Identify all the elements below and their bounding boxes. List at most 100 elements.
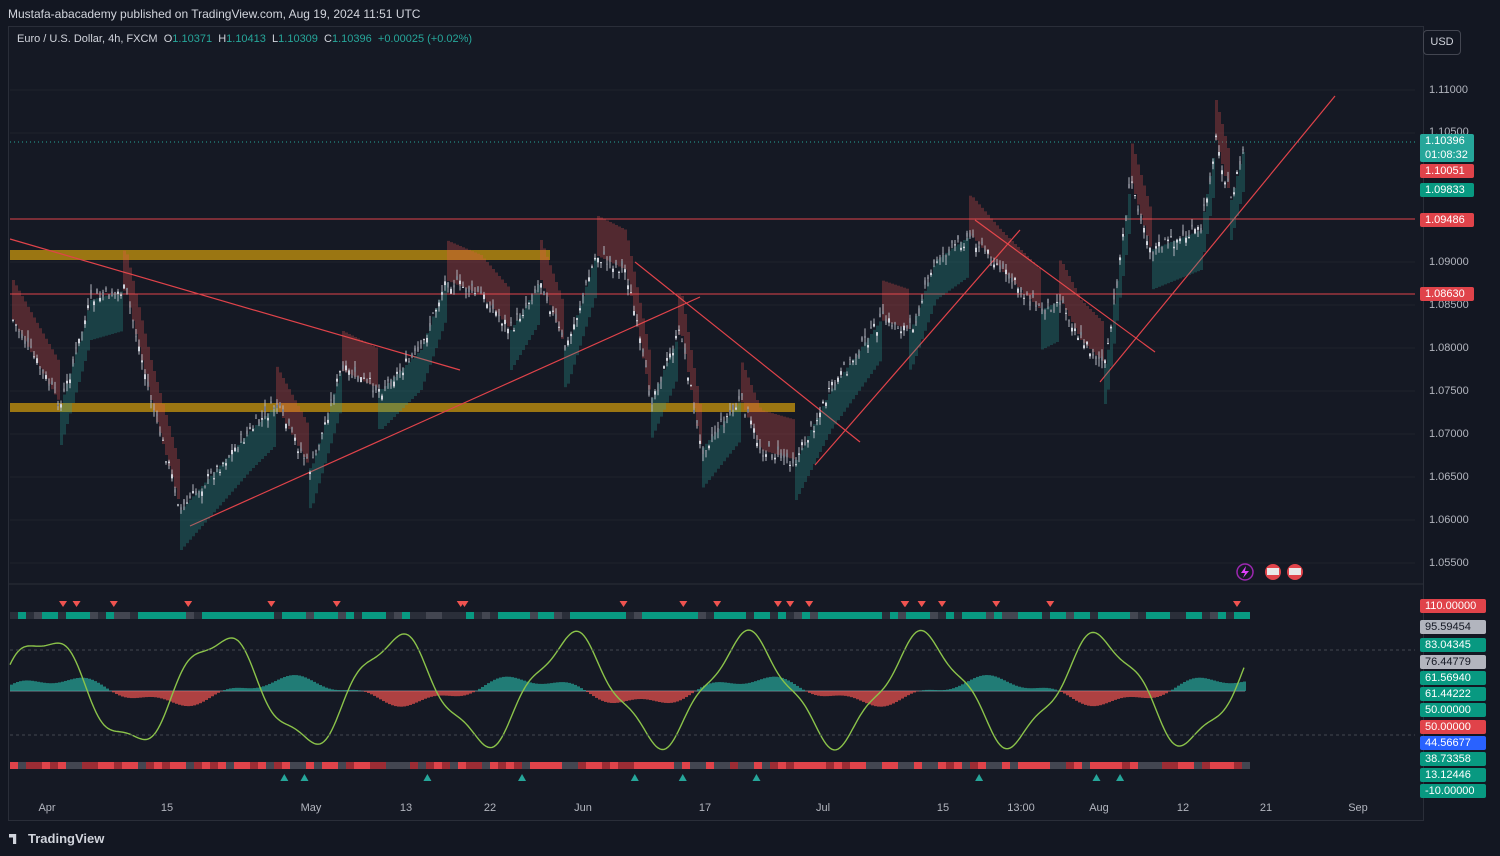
candle-body — [687, 377, 689, 381]
price-tick: 1.11000 — [1429, 84, 1468, 96]
price-tick: 1.08000 — [1429, 342, 1469, 354]
candle-body — [1119, 257, 1121, 261]
trend-ribbon-segment — [993, 221, 996, 262]
momentum-histogram-bar — [409, 691, 412, 705]
signal-strip-cell — [1130, 762, 1138, 769]
trend-ribbon-segment — [720, 425, 723, 465]
trend-ribbon-segment — [276, 366, 279, 407]
trend-ribbon-segment — [1008, 238, 1011, 278]
candle-body — [198, 492, 200, 494]
momentum-histogram-bar — [286, 676, 289, 691]
momentum-histogram-bar — [688, 691, 691, 696]
trend-ribbon-segment — [171, 437, 174, 477]
momentum-histogram-bar — [877, 691, 880, 707]
momentum-histogram-bar — [1042, 687, 1045, 691]
candle-body — [1080, 332, 1082, 336]
signal-strip-cell — [410, 762, 418, 769]
candle-body — [1056, 301, 1058, 303]
signal-strip-cell — [58, 612, 66, 619]
candle-body — [1164, 239, 1166, 241]
candle-body — [780, 453, 782, 459]
symbol-name[interactable]: Euro / U.S. Dollar, 4h, FXCM — [17, 33, 158, 45]
trend-ribbon-segment — [1152, 249, 1155, 290]
trend-ribbon-segment — [546, 256, 549, 297]
trend-ribbon-segment — [705, 443, 708, 484]
trend-line — [1099, 95, 1336, 383]
currency-button[interactable]: USD — [1423, 30, 1461, 55]
trend-ribbon-segment — [669, 355, 672, 396]
time-tick: 13 — [399, 802, 413, 814]
momentum-histogram-bar — [1132, 691, 1135, 698]
trend-ribbon-segment — [1236, 176, 1239, 216]
signal-strip-cell — [954, 762, 962, 769]
candle-body — [72, 359, 74, 364]
trend-ribbon-segment — [897, 285, 900, 326]
trend-ribbon-segment — [279, 372, 282, 413]
signal-strip-cell — [434, 762, 442, 769]
candle-body — [798, 453, 800, 455]
candle-body — [888, 318, 890, 323]
candle-body — [372, 390, 374, 393]
trend-ribbon-segment — [147, 346, 150, 387]
momentum-histogram-bar — [1177, 685, 1180, 691]
signal-strip-cell — [602, 762, 610, 769]
candle-body — [528, 302, 530, 304]
trend-ribbon-segment — [747, 377, 750, 418]
trend-ribbon-segment — [807, 436, 810, 476]
time-tick: Sep — [1348, 802, 1368, 814]
candle-body — [474, 293, 476, 295]
trend-ribbon-segment — [180, 510, 183, 550]
oscillator-line — [9, 629, 1245, 751]
trend-ribbon-segment — [1191, 233, 1194, 274]
signal-strip-cell — [610, 762, 618, 769]
candle-body — [1005, 269, 1007, 274]
candle-body — [333, 397, 335, 399]
candle-body — [549, 311, 551, 315]
candle-body — [306, 457, 308, 459]
momentum-histogram-bar — [829, 691, 832, 696]
momentum-histogram-bar — [217, 691, 220, 693]
signal-strip-cell — [898, 762, 906, 769]
trend-ribbon-segment — [87, 310, 90, 351]
trend-ribbon-segment — [132, 280, 135, 321]
momentum-histogram-bar — [148, 691, 151, 697]
trend-ribbon-segment — [1200, 230, 1203, 270]
signal-strip-cell — [986, 762, 994, 769]
candle-body — [360, 377, 362, 383]
trend-ribbon-segment — [63, 394, 66, 435]
candle-body — [858, 353, 860, 358]
momentum-histogram-bar — [943, 689, 946, 691]
candle-body — [1089, 353, 1091, 357]
momentum-histogram-bar — [292, 675, 295, 691]
trend-ribbon-segment — [459, 246, 462, 286]
candle-body — [660, 376, 662, 382]
down-arrow-marker — [786, 601, 795, 607]
trend-ribbon-segment — [69, 373, 72, 414]
trend-ribbon-segment — [561, 298, 564, 339]
candle-body — [534, 289, 536, 292]
tradingview-logo[interactable]: TradingView — [9, 831, 104, 846]
trend-ribbon-segment — [846, 367, 849, 408]
momentum-histogram-bar — [1138, 691, 1141, 698]
signal-strip-cell — [970, 762, 978, 769]
momentum-histogram-bar — [724, 682, 727, 691]
signal-strip-cell — [1178, 762, 1186, 769]
momentum-histogram-bar — [403, 691, 406, 707]
trend-ribbon-segment — [759, 407, 762, 448]
signal-strip-cell — [1050, 762, 1058, 769]
trend-ribbon-segment — [120, 291, 123, 332]
trend-ribbon-segment — [801, 448, 804, 488]
trend-ribbon-segment — [615, 225, 618, 265]
trend-ribbon-segment — [621, 228, 624, 268]
trend-ribbon-segment — [924, 290, 927, 331]
candle-body — [819, 412, 821, 418]
momentum-histogram-bar — [232, 688, 235, 691]
momentum-histogram-bar — [1039, 687, 1042, 691]
trend-ribbon-segment — [756, 400, 759, 440]
momentum-histogram-bar — [601, 691, 604, 701]
signal-strip-cell — [1146, 612, 1154, 619]
trend-ribbon-segment — [1215, 100, 1218, 140]
momentum-histogram-bar — [499, 677, 502, 691]
down-arrow-marker — [901, 601, 910, 607]
